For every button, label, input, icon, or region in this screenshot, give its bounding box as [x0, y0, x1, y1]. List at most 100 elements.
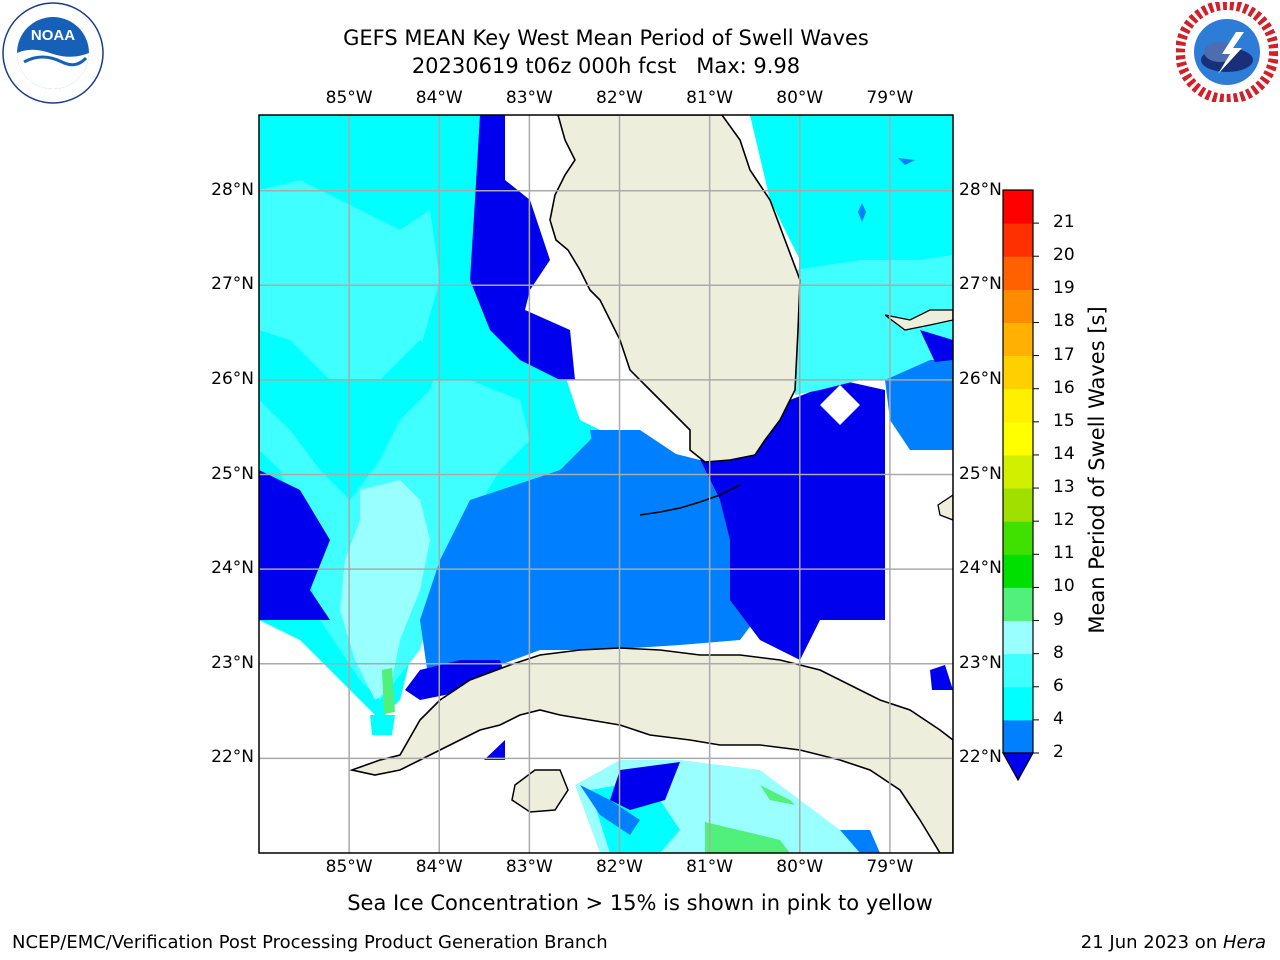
lat-tick-label: 27°N [211, 274, 254, 295]
colorbar-frame [1002, 189, 1034, 754]
lat-tick-label: 25°N [959, 463, 1002, 484]
nws-logo [1175, 0, 1279, 104]
field-c2-4-fl-coast [590, 430, 720, 510]
colorbar-tick-label: 17 [1053, 344, 1075, 365]
lat-tick-label: 26°N [211, 368, 254, 389]
colorbar-tick-label: 16 [1053, 377, 1075, 398]
footer-right: 21 Jun 2023 on Hera [1081, 932, 1266, 953]
field-c6-8 [259, 180, 530, 700]
colorbar-tick-label: 9 [1053, 609, 1064, 630]
footer-date: 21 Jun 2023 on [1080, 932, 1223, 953]
map-frame [258, 114, 954, 854]
field-car-c2-4b [840, 830, 880, 853]
field-c8-9 [340, 480, 430, 700]
land-bahamas2 [937, 494, 953, 521]
colorbar-tick-label: 4 [1053, 708, 1064, 729]
colorbar-segment [1003, 223, 1033, 257]
lon-tick-label: 84°W [415, 88, 463, 108]
lat-tick-label: 22°N [211, 747, 254, 768]
lon-tick-label: 81°W [686, 857, 734, 877]
field-below2-shelf [470, 115, 575, 380]
footer-left: NCEP/EMC/Verification Post Processing Pr… [12, 932, 608, 953]
field-atl-c6-8 [795, 255, 953, 395]
colorbar-tick-label: 14 [1053, 443, 1075, 464]
lat-tick-label: 26°N [959, 368, 1002, 389]
field-car-below2 [610, 762, 680, 810]
colorbar-segment [1003, 620, 1033, 655]
field-car-c9-10b [760, 785, 795, 805]
field-atl-c4-6 [750, 115, 953, 280]
colorbar-segment [1003, 521, 1033, 555]
field-car-c9-10 [705, 822, 790, 853]
field-atl-blip2 [858, 203, 866, 222]
lon-tick-label: 85°W [325, 88, 373, 108]
noaa-logo: NOAA [2, 2, 104, 104]
colorbar-tick-label: 21 [1053, 212, 1075, 233]
lat-tick-label: 23°N [959, 652, 1002, 673]
colorbar-tick-label: 11 [1053, 543, 1075, 564]
lat-tick-label: 24°N [959, 558, 1002, 579]
field-atl-blip [898, 158, 915, 165]
lat-tick-label: 23°N [211, 652, 254, 673]
lon-tick-label: 79°W [866, 88, 914, 108]
land-bahamas [884, 309, 953, 331]
field-atl-mask [820, 385, 860, 425]
colorbar-tick-label: 15 [1053, 410, 1075, 431]
field-atl-c2-4 [885, 360, 953, 450]
chart-subtitle: 20230619 t06z 000h fcst Max: 9.98 [411, 54, 801, 78]
colorbar-segment [1003, 686, 1033, 721]
colorbar-tick-label: 19 [1053, 278, 1075, 299]
footer-host: Hera [1222, 932, 1266, 953]
colorbar-tick-label: 8 [1053, 642, 1064, 663]
colorbar-segment [1003, 554, 1033, 588]
colorbar-segment [1003, 421, 1033, 456]
lat-tick-label: 24°N [211, 558, 254, 579]
lat-tick-label: 25°N [211, 463, 254, 484]
colorbar-underflow-triangle [1001, 752, 1035, 782]
field-c9-10 [382, 668, 395, 714]
field-car-below2-b [484, 740, 505, 760]
land-florida [549, 115, 801, 463]
field-atl-below2 [920, 330, 953, 362]
noaa-logo-text: NOAA [31, 27, 75, 44]
lon-tick-label: 85°W [325, 857, 373, 877]
lon-tick-label: 81°W [686, 88, 734, 108]
sea-ice-note: Sea Ice Concentration > 15% is shown in … [347, 891, 933, 915]
colorbar-tick-label: 6 [1053, 675, 1064, 696]
lon-tick-label: 80°W [776, 857, 824, 877]
lon-tick-label: 82°W [596, 88, 643, 108]
lon-tick-label: 79°W [866, 857, 914, 877]
colorbar-segment [1003, 256, 1033, 290]
lat-tick-label: 27°N [959, 274, 1002, 295]
field-car-c2-4 [580, 785, 640, 835]
colorbar-segment [1003, 488, 1033, 522]
colorbar-tick-label: 20 [1053, 245, 1075, 266]
field-car-below2-c [930, 665, 953, 690]
colorbar-segment [1003, 454, 1033, 489]
land-cuba [349, 647, 953, 853]
lon-tick-label: 82°W [596, 857, 643, 877]
lon-tick-label: 84°W [415, 857, 463, 877]
lat-tick-label: 22°N [959, 747, 1002, 768]
colorbar-segment [1003, 289, 1033, 323]
colorbar-tick-label: 10 [1053, 576, 1075, 597]
lat-tick-label: 28°N [211, 179, 254, 200]
graticule [259, 115, 953, 853]
chart-title: GEFS MEAN Key West Mean Period of Swell … [343, 26, 869, 50]
map-plot-area [259, 115, 953, 853]
land-isle-of-youth [511, 769, 569, 813]
field-c4-6-tip [370, 715, 395, 735]
colorbar-segment [1003, 719, 1033, 754]
colorbar [1001, 189, 1039, 782]
colorbar-segment [1003, 355, 1033, 390]
colorbar-tick-label: 13 [1053, 477, 1075, 498]
lat-tick-label: 28°N [959, 179, 1002, 200]
lon-tick-label: 83°W [505, 857, 553, 877]
colorbar-segment [1003, 388, 1033, 423]
colorbar-label: Mean Period of Swell Waves [s] [1085, 306, 1109, 634]
colorbar-segment [1003, 322, 1033, 357]
field-below2-gap [405, 660, 505, 700]
lon-tick-label: 80°W [776, 88, 824, 108]
colorbar-tick-label: 12 [1053, 510, 1075, 531]
